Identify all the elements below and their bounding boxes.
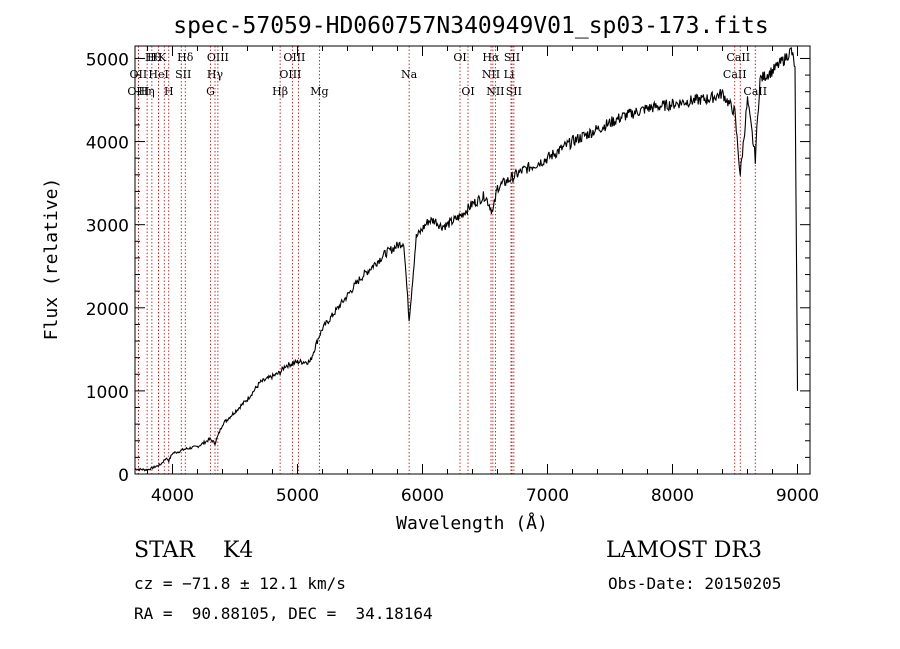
line-label: Hη [139,85,155,98]
line-label: K [158,51,167,64]
line-label: OIII [207,51,229,64]
line-label: G [206,85,215,98]
object-class-label: STAR K4 [134,538,253,563]
line-label: OI [453,51,466,64]
line-label: OII [130,68,148,81]
line-label: SII [175,68,191,81]
line-label: Hα [482,51,500,64]
y-tick-labels: 0 1000 2000 3000 4000 5000 [86,50,129,486]
line-label: Mg [310,85,328,98]
spectrum-line [134,47,799,472]
line-label: OIII [283,51,305,64]
plot-frame [134,45,811,475]
x-tick-label: 7000 [526,486,569,506]
line-label: Na [401,68,418,81]
x-axis-label: Wavelength (Å) [396,512,548,534]
line-label: SII [506,85,522,98]
survey-label: LAMOST DR3 [606,538,762,563]
line-label: CaII [743,85,767,98]
line-label: SII [504,51,520,64]
line-label: CaII [726,51,750,64]
line-label: HeI [148,68,168,81]
line-label: CaII [723,68,747,81]
y-tick-label: 0 [118,466,129,486]
line-label: Hδ [177,51,194,64]
redshift-cz: cz = −71.8 ± 12.1 km/s [134,574,346,593]
x-tick-labels: 4000 5000 6000 7000 8000 9000 [151,486,819,506]
y-tick-label: 1000 [86,383,129,403]
line-label: Hβ [272,85,288,98]
x-tick-label: 9000 [776,486,819,506]
y-axis-label: Flux (relative) [41,178,62,341]
line-label: H [147,51,157,64]
axis-ticks [135,46,810,475]
y-tick-label: 5000 [86,50,129,70]
y-tick-label: 4000 [86,134,129,154]
line-label: Hθ [145,51,162,64]
line-label: Li [504,68,515,81]
object-class: STAR [134,538,195,563]
chart-title: spec-57059-HD060757N340949V01_sp03-173.f… [173,13,768,39]
line-label: NII [482,68,500,81]
ra-dec-coordinates: RA = 90.88105, DEC = 34.18164 [134,604,433,623]
x-tick-label: 4000 [151,486,194,506]
y-tick-label: 2000 [86,300,129,320]
x-tick-label: 6000 [401,486,444,506]
line-label: OIII [279,68,301,81]
line-label: Hγ [207,68,224,81]
line-label: OI [461,85,474,98]
x-tick-label: 5000 [276,486,319,506]
emission-line-markers [137,46,756,474]
subclass: K4 [222,538,254,563]
y-tick-label: 3000 [86,217,129,237]
line-label: H [164,85,174,98]
x-tick-label: 8000 [651,486,694,506]
observation-date: Obs-Date: 20150205 [608,574,782,593]
line-label: NII [486,85,504,98]
